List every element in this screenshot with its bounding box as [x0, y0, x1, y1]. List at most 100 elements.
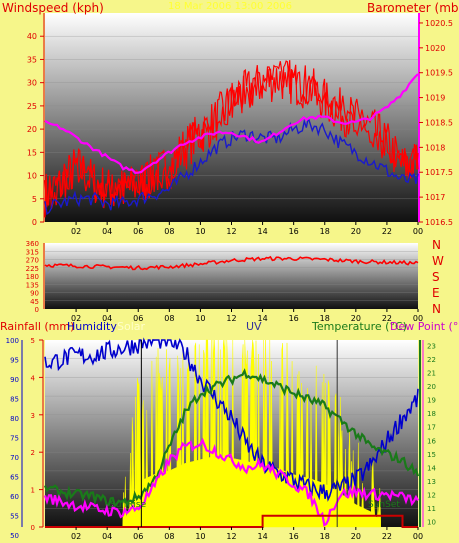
direction-tick-label: 0 — [35, 306, 39, 314]
windspeed-series-dense — [44, 61, 419, 209]
x-tick-label: 02 — [71, 227, 81, 236]
x-tick-label: 14 — [257, 532, 267, 541]
temperature-tick-label: 13 — [427, 478, 436, 486]
windspeed-axis-title: Windspeed (kph) — [2, 1, 104, 15]
temperature-tick-label: 22 — [427, 356, 436, 364]
x-tick-label: 14 — [257, 314, 267, 323]
compass-s: S — [432, 270, 440, 284]
temperature-tick-label: 15 — [427, 451, 436, 459]
chart-timestamp: 18 Mar 2006 13:00 2006 — [168, 1, 293, 12]
barometer-tick-label: 1018 — [425, 143, 445, 152]
x-tick-label: 08 — [164, 314, 174, 323]
humidity-tick-label: 60 — [10, 493, 19, 501]
x-tick-label: 10 — [195, 532, 205, 541]
barometer-series — [44, 73, 419, 175]
x-tick-label: 00 — [413, 314, 423, 323]
humidity-series — [44, 337, 419, 502]
humidity-tick-label: 100 — [6, 337, 19, 345]
humidity-tick-label: 50 — [10, 532, 19, 540]
x-tick-label: 08 — [164, 227, 174, 236]
compass-n-top: N — [432, 238, 441, 252]
temperature-tick-label: 18 — [427, 410, 436, 418]
sunset-label: SunSet — [368, 500, 400, 510]
direction-tick-label: 225 — [26, 265, 39, 273]
x-tick-label: 22 — [382, 314, 392, 323]
barometer-axis-title: Barometer (mb) — [367, 1, 459, 15]
humidity-tick-label: 85 — [10, 395, 19, 403]
x-tick-label: 20 — [351, 532, 361, 541]
sunrise-label: SunRise — [110, 500, 147, 510]
x-tick-label: 00 — [413, 227, 423, 236]
temperature-tick-label: 11 — [427, 505, 436, 513]
barometer-tick-label: 1020 — [425, 44, 445, 53]
temperature-tick-label: 12 — [427, 491, 436, 499]
wind-barometer-chart: 05101520253035401016.510171017.510181018… — [27, 13, 453, 236]
direction-tick-label: 360 — [26, 240, 39, 248]
x-tick-label: 06 — [133, 314, 143, 323]
windspeed-tick-label: 35 — [27, 55, 37, 64]
rainfall-axis-title: Rainfall (mm) — [0, 320, 75, 333]
rainfall-series — [45, 514, 418, 528]
barometer-tick-label: 1020.5 — [425, 19, 453, 28]
gust-avg-series — [44, 117, 419, 216]
rainfall-tick-label: 1 — [31, 487, 35, 495]
x-tick-label: 18 — [320, 532, 330, 541]
humidity-axis-title: Humidity — [67, 320, 117, 333]
direction-tick-label: 135 — [26, 281, 39, 289]
barometer-tick-label: 1019 — [425, 94, 445, 103]
compass-labels: N W S E N — [432, 239, 446, 315]
temperature-tick-label: 19 — [427, 397, 436, 405]
rainfall-tick-label: 4 — [31, 374, 36, 382]
compass-e: E — [432, 286, 440, 300]
temperature-tick-label: 21 — [427, 370, 436, 378]
windspeed-tick-label: 5 — [32, 195, 37, 204]
barometer-tick-label: 1018.5 — [425, 118, 453, 127]
direction-series — [44, 255, 419, 271]
x-tick-label: 12 — [226, 314, 236, 323]
x-tick-label: 12 — [226, 532, 236, 541]
barometer-tick-label: 1017.5 — [425, 168, 453, 177]
x-tick-label: 16 — [289, 314, 299, 323]
x-tick-label: 20 — [351, 314, 361, 323]
rainfall-tick-label: 5 — [31, 337, 35, 345]
windspeed-tick-label: 30 — [27, 79, 37, 88]
rainfall-tick-label: 2 — [31, 449, 35, 457]
direction-tick-label: 270 — [26, 257, 39, 265]
humidity-tick-label: 80 — [10, 415, 19, 423]
x-tick-label: 02 — [71, 532, 81, 541]
humidity-tick-label: 70 — [10, 454, 19, 462]
x-tick-label: 06 — [133, 532, 143, 541]
x-tick-label: 12 — [226, 227, 236, 236]
direction-tick-label: 315 — [26, 248, 39, 256]
x-tick-label: 04 — [102, 314, 112, 323]
temperature-tick-label: 20 — [427, 383, 436, 391]
compass-w: W — [432, 254, 444, 268]
compass-n-bottom: N — [432, 302, 441, 316]
x-tick-label: 14 — [257, 227, 267, 236]
dewpoint-axis-title: Dew Point (°C) — [390, 320, 459, 333]
humidity-tick-label: 55 — [10, 512, 19, 520]
x-tick-label: 04 — [102, 227, 112, 236]
dewpoint-series — [43, 437, 419, 527]
barometer-tick-label: 1017 — [425, 193, 445, 202]
x-tick-label: 08 — [164, 532, 174, 541]
solar-axis-title: Solar — [117, 320, 146, 333]
x-tick-label: 16 — [289, 532, 299, 541]
windspeed-tick-label: 0 — [32, 218, 37, 227]
barometer-tick-label: 1016.5 — [425, 218, 453, 227]
barometer-tick-label: 1019.5 — [425, 69, 453, 78]
windspeed-tick-label: 40 — [27, 32, 37, 41]
x-tick-label: 00 — [413, 532, 423, 541]
direction-tick-label: 45 — [30, 298, 39, 306]
direction-tick-label: 180 — [26, 273, 39, 281]
x-tick-label: 04 — [102, 532, 112, 541]
temperature-tick-label: 23 — [427, 342, 436, 350]
x-tick-label: 22 — [382, 532, 392, 541]
temperature-tick-label: 16 — [427, 437, 436, 445]
solar-area — [122, 339, 381, 528]
x-tick-label: 06 — [133, 227, 143, 236]
humidity-tick-label: 95 — [10, 356, 19, 364]
